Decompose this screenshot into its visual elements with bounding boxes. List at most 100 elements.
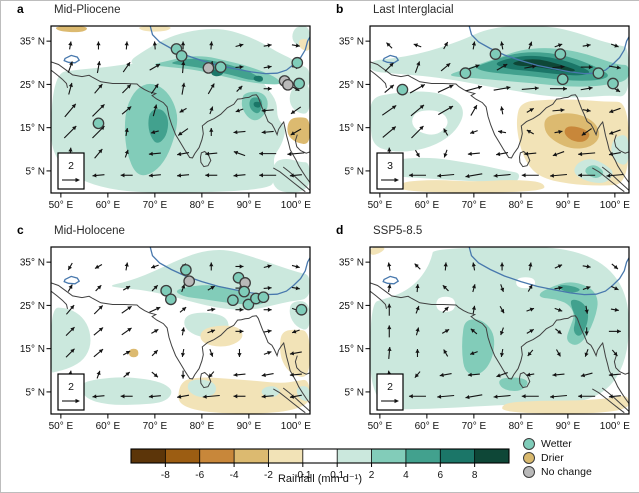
svg-text:35° N: 35° N (339, 37, 364, 48)
map-content: 3 (370, 26, 629, 193)
svg-text:50° E: 50° E (368, 200, 393, 211)
proxy-marker-wetter (556, 73, 569, 86)
svg-text:50° E: 50° E (49, 200, 74, 211)
svg-text:60° E: 60° E (96, 200, 121, 211)
proxy-marker-wetter (257, 291, 270, 304)
panel-a-title: Mid-Pliocene (54, 4, 121, 16)
colorbar: -8 -6 -4 -2 -0.1 0.1 2 4 6 8 (130, 448, 510, 481)
proxy-marker-wetter (180, 264, 192, 276)
nochange-circle-icon (523, 466, 535, 478)
proxy-marker-wetter (291, 56, 304, 69)
svg-text:-8: -8 (161, 470, 170, 481)
map-content: 2 (370, 247, 629, 414)
proxy-marker-wetter (396, 83, 409, 96)
svg-text:70° E: 70° E (462, 200, 487, 211)
svg-text:15° N: 15° N (20, 123, 45, 134)
svg-text:6: 6 (437, 470, 443, 481)
svg-text:35° N: 35° N (20, 37, 45, 48)
panel-c-map: 2 35° N 25° N 15° N 5° N 50° E 60° E 70° E 80° E… (20, 246, 311, 432)
svg-text:90° E: 90° E (237, 421, 262, 432)
drier-circle-icon (523, 452, 535, 464)
elevation-contour (382, 247, 629, 296)
ref-vector-box: 2 (57, 152, 85, 190)
elevation-contour (382, 26, 629, 75)
proxy-marker-wetter (242, 298, 255, 311)
panel-c-letter: c (17, 223, 24, 237)
wind-arrows (63, 41, 305, 178)
svg-text:-0.1: -0.1 (294, 470, 312, 481)
legend-item-nochange: No change (523, 465, 592, 479)
proxy-markers (396, 48, 619, 96)
elevation-contour (63, 26, 310, 75)
proxy-marker-wetter (489, 48, 502, 60)
svg-text:2: 2 (387, 381, 393, 393)
svg-text:100° E: 100° E (281, 421, 311, 432)
svg-text:80° E: 80° E (509, 421, 534, 432)
marker-legend: Wetter Drier No change (523, 437, 592, 479)
svg-text:15° N: 15° N (339, 344, 364, 355)
wind-arrows (380, 41, 624, 179)
map-content: 2 (51, 26, 310, 193)
svg-text:15° N: 15° N (20, 344, 45, 355)
svg-text:3: 3 (387, 160, 393, 172)
proxy-marker-wetter (293, 77, 306, 90)
svg-text:90° E: 90° E (556, 421, 581, 432)
panel-d-letter: d (336, 223, 344, 237)
panel-b-letter: b (336, 2, 344, 16)
svg-text:4: 4 (403, 470, 409, 481)
ref-vector-box: 2 (57, 373, 85, 411)
proxy-marker-wetter (607, 77, 619, 90)
proxy-marker-wetter (295, 303, 308, 316)
axis-ticks-labels: 35° N 25° N 15° N 5° N 50° E 60° E 70° E 80° E 9… (20, 258, 311, 432)
svg-text:80° E: 80° E (190, 200, 215, 211)
svg-text:25° N: 25° N (20, 301, 45, 312)
panel-b-map: 3 35° N 25° N 15° N 5° N 50° E 60° E 70° E 80° E… (339, 25, 630, 211)
svg-text:2: 2 (369, 470, 375, 481)
proxy-marker-wetter (214, 61, 227, 73)
svg-text:25° N: 25° N (339, 80, 364, 91)
panel-c-title: Mid-Holocene (54, 225, 125, 237)
svg-text:80° E: 80° E (509, 200, 534, 211)
svg-text:70° E: 70° E (462, 421, 487, 432)
panel-c: c Mid-Holocene 2 35° N 25° N 15° N 5° N 50° E… (1, 222, 321, 442)
svg-text:50° E: 50° E (49, 421, 74, 432)
svg-text:100° E: 100° E (600, 200, 630, 211)
axis-frame (369, 246, 630, 415)
proxy-marker-wetter (165, 293, 177, 306)
svg-text:90° E: 90° E (556, 200, 581, 211)
svg-text:25° N: 25° N (339, 301, 364, 312)
coastline (51, 282, 310, 414)
svg-text:2: 2 (68, 160, 74, 172)
svg-text:2: 2 (68, 381, 74, 393)
proxy-marker-wetter (92, 117, 105, 130)
svg-text:100° E: 100° E (281, 200, 311, 211)
coastline (51, 61, 310, 193)
proxy-markers (92, 43, 306, 130)
panel-b-title: Last Interglacial (373, 4, 454, 16)
panel-d-map: 2 35° N 25° N 15° N 5° N 50° E 60° E 70° E 80° E… (339, 246, 630, 432)
svg-text:15° N: 15° N (339, 123, 364, 134)
wetter-circle-icon (523, 438, 535, 450)
svg-text:60° E: 60° E (415, 200, 440, 211)
legend-item-drier: Drier (523, 451, 592, 465)
coastline (370, 61, 629, 193)
svg-text:80° E: 80° E (190, 421, 215, 432)
legend-item-wetter: Wetter (523, 437, 592, 451)
proxy-marker-nochange (282, 78, 294, 91)
axis-ticks-labels: 35° N 25° N 15° N 5° N 50° E 60° E 70° E 80° E 9… (20, 37, 311, 211)
ref-vector-box: 2 (376, 373, 404, 411)
svg-text:35° N: 35° N (339, 258, 364, 269)
axis-frame (50, 246, 311, 415)
svg-text:5° N: 5° N (344, 166, 364, 177)
axis-frame (50, 25, 311, 194)
proxy-marker-wetter (175, 49, 188, 62)
panel-a-letter: a (17, 2, 24, 16)
panel-d: d SSP5-8.5 2 35° N 25° N 15° N 5° N 50° E 60° … (320, 222, 639, 442)
svg-text:-2: -2 (264, 470, 273, 481)
shading-layer (370, 247, 629, 414)
svg-text:60° E: 60° E (415, 421, 440, 432)
svg-text:70° E: 70° E (143, 421, 168, 432)
proxy-marker-wetter (227, 294, 239, 307)
axis-frame (369, 25, 630, 194)
